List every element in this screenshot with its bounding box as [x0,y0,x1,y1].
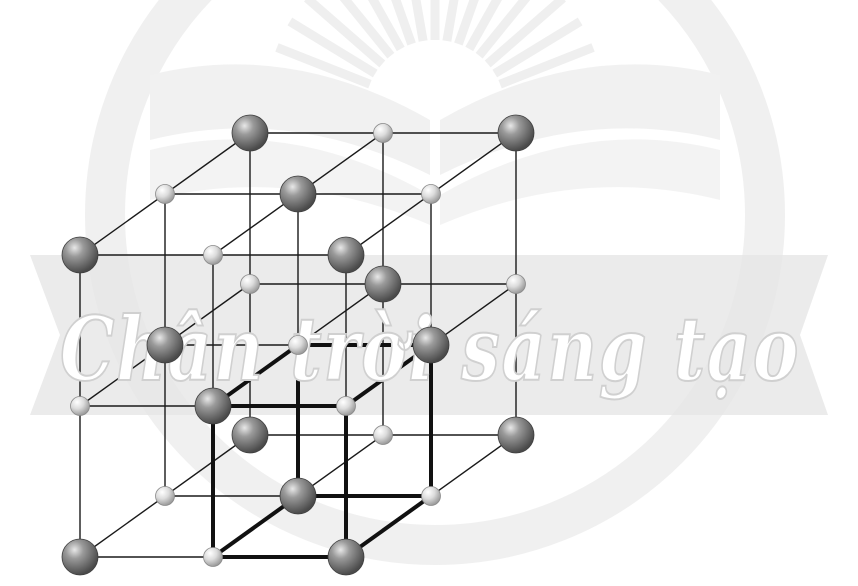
lattice-ions [61,114,535,576]
small-ion [373,123,393,143]
small-ion [421,184,441,204]
watermark-sun-ray [465,0,502,52]
watermark-sun-rays [275,0,595,89]
watermark-sun-ray [492,17,583,78]
small-ion [240,274,260,294]
watermark-sun-ray [454,0,479,46]
watermark-book-left [150,64,430,175]
large-ion [231,114,269,152]
small-ion [203,547,223,567]
watermark-sun-ray [391,0,416,46]
watermark-sun-ray [368,0,405,52]
small-ion [155,486,175,506]
watermark-sun-ray [442,0,459,42]
watermark-book-right [440,64,720,175]
watermark-sun-ray [304,0,386,68]
small-ion [506,274,526,294]
large-ion [327,236,365,274]
large-ion [194,387,232,425]
large-ion [497,114,535,152]
small-ion [373,425,393,445]
large-ion [146,326,184,364]
large-ion [231,416,269,454]
small-ion [288,335,308,355]
watermark-sun-ray [275,43,372,89]
small-ion [336,396,356,416]
large-ion [364,265,402,303]
watermark-sun-ray [484,0,566,68]
watermark-sun-ray [339,0,395,59]
watermark-logo-ring [85,0,785,565]
small-ion [70,396,90,416]
watermark-book-right-2 [440,139,720,225]
large-ion [279,175,317,213]
small-ion [155,184,175,204]
watermark-sun-ray [287,17,378,78]
watermark-sun-ray [475,0,531,59]
small-ion [203,245,223,265]
large-ion [61,538,99,576]
large-ion [412,326,450,364]
large-ion [61,236,99,274]
watermark-sun-ray [498,43,595,89]
large-ion [327,538,365,576]
watermark-sun-ray [411,0,428,42]
small-ion [421,486,441,506]
large-ion [279,477,317,515]
large-ion [497,416,535,454]
